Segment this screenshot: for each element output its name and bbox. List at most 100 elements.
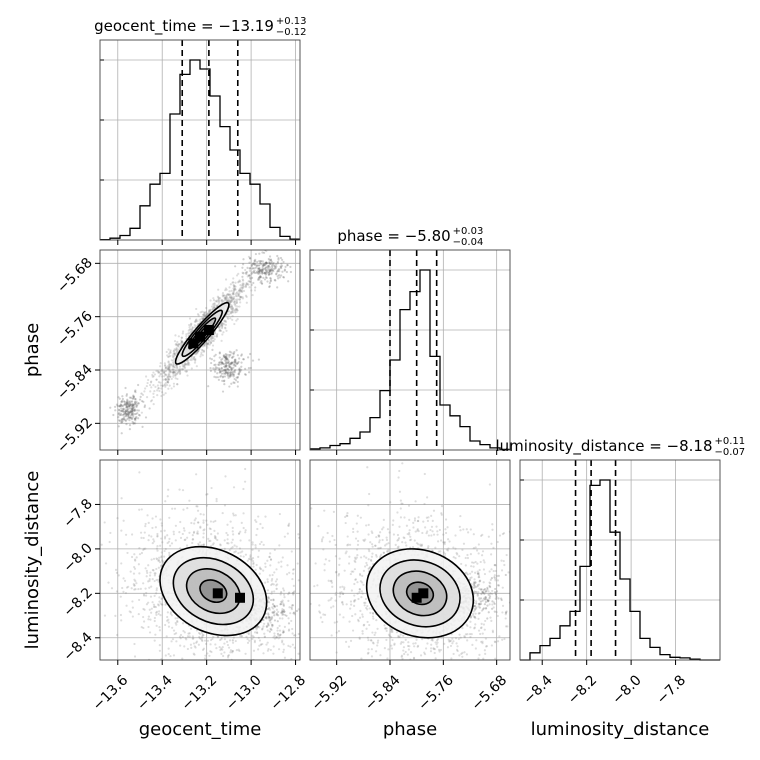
sample-point: [469, 635, 472, 639]
sample-point: [164, 623, 167, 627]
sample-point: [155, 624, 158, 627]
sample-point: [230, 297, 233, 300]
sample-point: [162, 561, 165, 564]
sample-point: [470, 565, 473, 568]
sample-point: [121, 399, 124, 402]
sample-point: [218, 371, 221, 374]
sample-point: [256, 260, 259, 263]
sample-point: [156, 535, 159, 538]
sample-point: [230, 289, 233, 292]
sample-point: [131, 406, 134, 409]
sample-point: [178, 531, 181, 534]
sample-point: [493, 640, 497, 643]
sample-point: [211, 348, 214, 351]
sample-point: [226, 523, 229, 526]
sample-point: [421, 638, 424, 641]
sample-point: [224, 368, 227, 372]
sample-point: [196, 351, 199, 354]
sample-point: [143, 620, 146, 623]
sample-point: [238, 279, 241, 282]
sample-point: [265, 261, 268, 264]
sample-point: [477, 572, 480, 575]
sample-point: [137, 402, 140, 405]
sample-point: [207, 385, 210, 388]
sample-point: [164, 547, 167, 551]
sample-point: [270, 680, 272, 682]
sample-point: [278, 617, 282, 620]
sample-point: [199, 311, 202, 314]
sample-point: [253, 641, 256, 644]
sample-point: [164, 366, 167, 370]
sample-point: [244, 294, 248, 297]
sample-point: [258, 272, 262, 275]
sample-point: [155, 592, 158, 595]
sample-point: [244, 283, 247, 287]
sample-point: [172, 350, 175, 353]
sample-point: [584, 602, 586, 604]
sample-point: [242, 512, 245, 515]
sample-point: [234, 550, 237, 553]
sample-point: [234, 514, 237, 517]
sample-point: [151, 526, 154, 530]
sample-point: [201, 633, 204, 637]
sample-point: [227, 313, 230, 316]
sample-point: [125, 423, 128, 426]
sample-point: [466, 633, 469, 636]
sample-point: [130, 410, 133, 413]
sample-point: [287, 593, 290, 596]
sample-point: [112, 413, 115, 417]
sample-point: [213, 375, 216, 378]
sample-point: [172, 370, 175, 374]
sample-point: [226, 643, 230, 647]
sample-point: [188, 635, 191, 638]
sample-point: [176, 620, 179, 624]
sample-point: [215, 500, 218, 503]
sample-point: [397, 537, 401, 540]
sample-point: [258, 626, 261, 629]
sample-point: [158, 629, 162, 632]
sample-point: [434, 641, 437, 644]
sample-point: [230, 370, 233, 373]
sample-point: [491, 629, 494, 632]
sample-point: [173, 369, 176, 372]
sample-point: [183, 529, 186, 532]
sample-point: [241, 297, 245, 300]
sample-point: [109, 531, 112, 535]
sample-point: [177, 348, 180, 351]
sample-point: [228, 371, 232, 374]
sample-point: [401, 663, 403, 665]
sample-point: [127, 415, 130, 418]
sample-point: [270, 583, 273, 587]
sample-point: [138, 553, 142, 556]
sample-point: [167, 621, 170, 624]
sample-point: [225, 357, 228, 360]
sample-point: [240, 635, 243, 638]
sample-point: [160, 564, 163, 567]
sample-point: [427, 545, 430, 548]
sample-point: [210, 361, 213, 365]
sample-point: [320, 602, 322, 604]
sample-point: [260, 540, 263, 544]
sample-point: [218, 361, 221, 364]
sample-point: [419, 544, 422, 547]
sample-point: [287, 629, 291, 632]
sample-point: [213, 529, 216, 532]
sample-point: [143, 594, 146, 597]
sample-point: [219, 329, 223, 332]
sample-point: [234, 364, 237, 368]
sample-point: [243, 480, 247, 483]
sample-point: [253, 259, 256, 262]
sample-point: [253, 662, 255, 664]
sample-point: [224, 289, 227, 292]
sample-point: [221, 325, 224, 329]
sample-point: [352, 530, 355, 534]
sample-point: [282, 630, 285, 633]
sample-point: [265, 272, 268, 275]
sample-point: [173, 352, 177, 355]
sample-point: [213, 331, 216, 334]
sample-point: [226, 541, 229, 545]
sample-point: [221, 333, 224, 336]
sample-point: [172, 371, 175, 374]
sample-point: [260, 269, 263, 272]
sample-point: [273, 548, 276, 552]
